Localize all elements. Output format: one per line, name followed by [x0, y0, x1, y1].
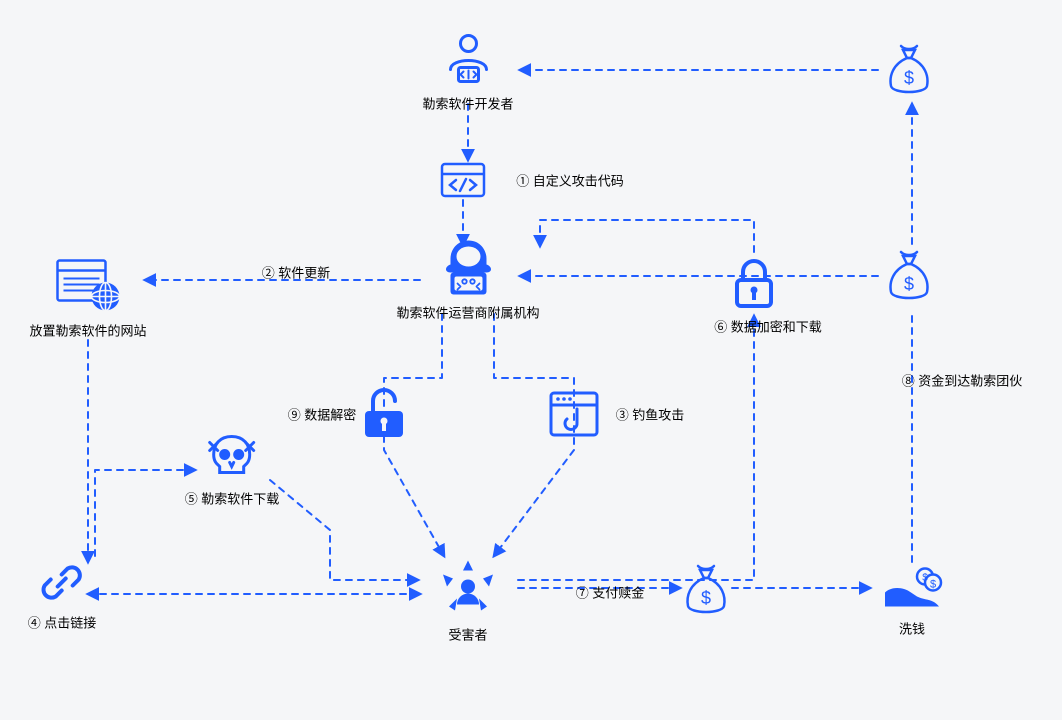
step-1-label: ① 自定义攻击代码 — [516, 171, 624, 190]
launder-icon: $ $ — [881, 563, 943, 613]
node-link: ④ 点击链接 — [28, 559, 97, 632]
edge — [384, 314, 444, 556]
node-phish — [547, 389, 601, 439]
node-website: 放置勒索软件的网站 — [29, 257, 146, 340]
hacker-icon — [396, 239, 539, 297]
developer-icon — [422, 32, 513, 88]
lock-icon — [731, 258, 777, 310]
developer-label: 勒索软件开发者 — [422, 94, 513, 113]
moneybag-icon: $ — [684, 564, 728, 616]
edge — [270, 480, 418, 580]
step-7-label: ⑦ 支付赎金 — [576, 583, 645, 602]
step-2-label: ② 软件更新 — [262, 263, 331, 282]
edge — [540, 220, 754, 252]
download-label: ⑤ 勒索软件下载 — [185, 489, 280, 508]
svg-text:$: $ — [930, 579, 936, 591]
step-3-label: ③ 钓鱼攻击 — [616, 405, 685, 424]
moneybag-icon: $ — [887, 44, 931, 96]
code-icon — [440, 162, 486, 198]
node-encrypt — [731, 258, 777, 310]
node-launder: $ $ 洗钱 — [881, 563, 943, 638]
node-code — [440, 162, 486, 198]
step-6-label: ⑥ 数据加密和下载 — [714, 317, 822, 336]
step-8-label: ⑧ 资金到达勒索团伙 — [902, 371, 1023, 390]
website-label: 放置勒索软件的网站 — [29, 321, 146, 340]
link-label: ④ 点击链接 — [28, 613, 97, 632]
node-money2: $ — [887, 250, 931, 302]
victim-label: 受害者 — [433, 625, 503, 644]
skull-icon — [185, 433, 280, 483]
svg-text:$: $ — [922, 573, 928, 584]
edge — [518, 316, 754, 580]
edge — [494, 314, 574, 556]
svg-text:$: $ — [904, 68, 914, 88]
affiliate-label: 勒索软件运营商附属机构 — [396, 303, 539, 322]
unlock-icon — [359, 387, 409, 441]
svg-text:$: $ — [701, 588, 711, 608]
node-decrypt — [359, 387, 409, 441]
node-money1: $ — [887, 44, 931, 96]
svg-text:$: $ — [904, 274, 914, 294]
node-affiliate: 勒索软件运营商附属机构 — [396, 239, 539, 322]
node-victim: 受害者 — [433, 557, 503, 644]
link-icon — [28, 559, 97, 607]
node-download: ⑤ 勒索软件下载 — [185, 433, 280, 508]
step-9-label: ⑨ 数据解密 — [288, 405, 357, 424]
edge — [95, 470, 195, 556]
node-ransom: $ — [684, 564, 728, 616]
launder-label: 洗钱 — [881, 619, 943, 638]
browser-hook-icon — [547, 389, 601, 439]
victim-icon — [433, 557, 503, 619]
moneybag-icon: $ — [887, 250, 931, 302]
website-icon — [29, 257, 146, 315]
node-developer: 勒索软件开发者 — [422, 32, 513, 113]
